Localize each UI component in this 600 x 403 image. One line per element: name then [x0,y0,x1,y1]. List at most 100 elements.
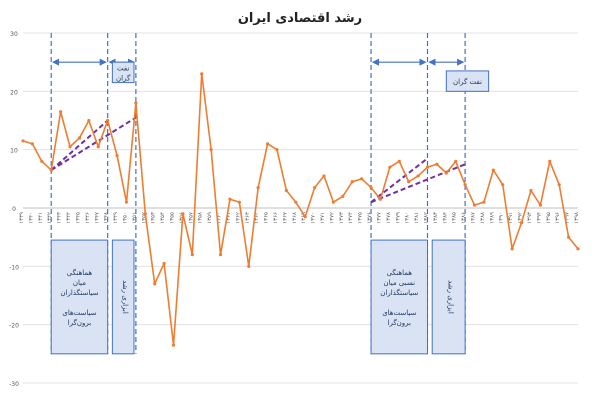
x-tick-label: ۱۳۸۱ [414,212,420,224]
x-tick-label: ۱۳۶۳ [245,212,251,224]
data-point [68,145,72,149]
x-tick-label: ۱۳۶۶ [273,212,279,224]
data-point [87,118,91,123]
data-point [407,180,411,184]
data-point [331,200,336,204]
y-tick-label: 30 [10,31,18,38]
data-point [21,139,25,143]
data-point [416,174,420,178]
annotation-text: ابزاری رشد [121,280,129,314]
data-point [350,180,354,184]
annotation-text: سیاستگذاران [380,288,418,297]
data-point [49,168,53,172]
annotation-text: هماهنگی [387,268,413,277]
x-tick-label: ۱۳۸۸ [480,212,486,224]
data-point [247,264,251,268]
data-point [218,253,223,257]
x-tick-label: ۱۳۶۵ [264,212,270,224]
annotation-text: نفت گران [453,77,482,86]
y-tick-label: 0 [12,206,16,213]
data-point [106,118,110,123]
x-tick-label: ۱۳۹۵ [546,212,552,224]
x-tick-label: ۱۳۶۲ [235,212,241,224]
annotation-text: برون‌گرا [388,318,412,327]
x-tick-label: ۱۳۴۸ [104,212,110,224]
x-tick-label: ۱۳۵۵ [170,212,176,224]
data-point [519,220,524,225]
chart-title: رشد اقتصادی ایران [238,11,362,26]
annotation-box [111,61,135,84]
data-point [435,162,439,166]
data-point [378,197,383,201]
data-point [143,212,147,216]
annotation-text: میان [73,279,86,287]
data-point [397,159,401,163]
x-tick-label: ۱۳۵۱ [132,212,138,224]
data-point [313,185,317,190]
x-tick-label: ۱۳۹۶ [555,212,561,224]
data-point [463,183,467,187]
annotation-text: سیاست‌های [382,309,416,317]
data-point [303,215,307,219]
annotation-box [50,239,109,355]
x-tick-label: ۱۳۶۱ [226,212,232,224]
x-tick-label: ۱۳۷۱ [320,212,326,224]
data-point [237,200,241,204]
x-tick-label: ۱۳۵۰ [122,212,128,224]
x-tick-label: ۱۳۴۱ [38,212,44,224]
annotation-text: ابزاری رشد [447,280,455,314]
x-tick-label: ۱۳۷۲ [329,212,335,224]
growth-line [22,73,579,346]
data-point [576,247,580,251]
data-point [77,136,82,140]
data-point [200,72,204,76]
x-tick-label: ۱۳۸۰ [405,212,411,224]
annotation-box [111,239,135,355]
y-tick-label: -10 [9,264,19,271]
x-tick-label: ۱۳۵۹ [207,212,213,224]
data-point [190,253,194,257]
x-tick-label: ۱۳۵۴ [160,212,166,224]
x-tick-label: ۱۳۸۶ [461,212,467,224]
data-point [360,177,364,181]
x-tick-label: ۱۳۹۱ [508,212,514,224]
x-tick-label: ۱۳۵۲ [141,212,147,224]
data-point [284,188,288,193]
x-tick-label: ۱۳۹۴ [536,212,542,224]
x-tick-label: ۱۳۳۹ [19,212,25,224]
data-point [153,282,157,286]
x-tick-label: ۱۳۴۶ [85,212,91,224]
x-tick-label: ۱۳۹۲ [518,212,524,224]
data-point [425,165,430,169]
data-point [322,174,326,178]
data-point [115,153,119,158]
x-tick-label: ۱۳۴۳ [57,212,63,224]
x-tick-label: ۱۳۸۷ [471,212,477,224]
x-tick-label: ۱۳۹۰ [499,212,505,224]
y-tick-label: -20 [9,323,19,330]
x-tick-label: ۱۳۹۸ [574,212,580,224]
data-point [529,188,533,193]
x-tick-label: ۱۳۶۸ [292,212,298,224]
data-point [265,142,270,146]
data-point [341,194,345,198]
data-point [454,159,458,163]
annotation-box [370,239,428,355]
trend-line [50,119,109,171]
x-tick-label: ۱۳۴۰ [28,212,34,224]
x-tick-label: ۱۳۷۷ [376,212,382,224]
data-point [30,142,35,146]
x-tick-label: ۱۳۶۰ [217,212,223,224]
x-tick-label: ۱۳۵۳ [151,212,157,224]
growth-series [21,72,580,347]
data-point [566,235,571,239]
x-tick-label: ۱۳۷۰ [311,212,317,224]
x-tick-label: ۱۳۴۵ [75,212,81,224]
trend-line [50,116,137,171]
y-tick-label: 10 [10,148,18,155]
x-tick-label: ۱۳۷۴ [348,212,354,224]
annotation-text: نسبی میان [384,279,416,287]
x-tick-label: ۱۳۴۹ [113,212,119,224]
trend-line [370,157,429,203]
